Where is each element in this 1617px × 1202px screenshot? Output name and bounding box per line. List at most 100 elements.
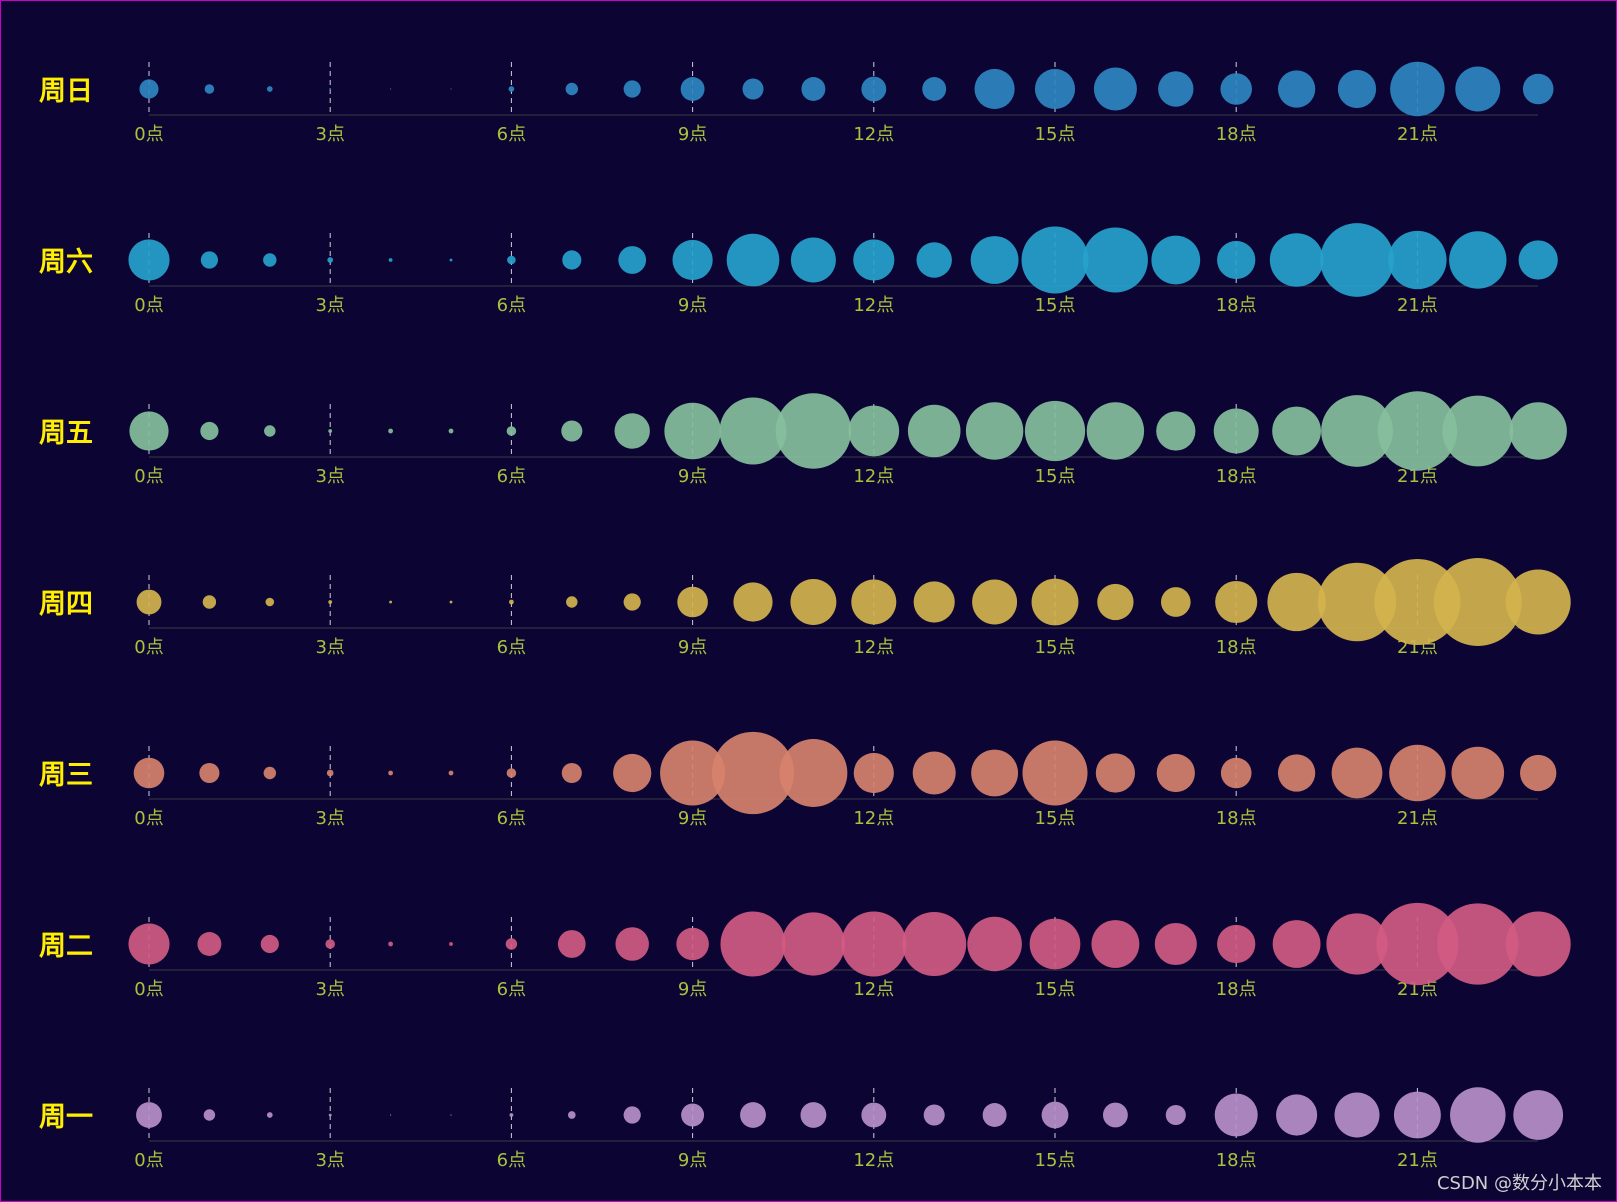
bubble[interactable]	[264, 425, 276, 437]
bubble[interactable]	[265, 597, 275, 607]
bubble[interactable]	[505, 938, 518, 950]
bubble[interactable]	[266, 1112, 273, 1118]
bubble[interactable]	[129, 411, 169, 451]
bubble[interactable]	[1220, 757, 1252, 789]
bubble[interactable]	[449, 600, 453, 604]
bubble[interactable]	[1321, 395, 1393, 467]
bubble[interactable]	[1374, 558, 1461, 646]
bubble[interactable]	[326, 769, 334, 777]
bubble[interactable]	[861, 76, 887, 102]
bubble[interactable]	[328, 1113, 332, 1117]
bubble[interactable]	[982, 1103, 1007, 1127]
bubble[interactable]	[1160, 587, 1191, 617]
bubble[interactable]	[1277, 754, 1316, 792]
bubble[interactable]	[853, 239, 895, 281]
bubble[interactable]	[972, 579, 1018, 625]
bubble[interactable]	[328, 600, 333, 604]
bubble[interactable]	[449, 942, 453, 946]
bubble[interactable]	[266, 86, 273, 92]
bubble[interactable]	[853, 752, 894, 794]
bubble[interactable]	[328, 429, 333, 433]
bubble[interactable]	[1091, 920, 1140, 968]
bubble[interactable]	[389, 600, 393, 604]
bubble[interactable]	[260, 934, 279, 954]
bubble[interactable]	[614, 413, 650, 449]
bubble[interactable]	[733, 582, 773, 622]
bubble[interactable]	[562, 250, 582, 270]
bubble[interactable]	[720, 911, 786, 977]
bubble[interactable]	[508, 86, 515, 92]
bubble[interactable]	[726, 233, 780, 287]
bubble[interactable]	[509, 599, 514, 605]
bubble[interactable]	[1215, 580, 1258, 624]
bubble[interactable]	[565, 82, 579, 96]
bubble[interactable]	[851, 579, 897, 625]
bubble[interactable]	[1317, 562, 1397, 642]
bubble[interactable]	[1451, 746, 1505, 800]
bubble[interactable]	[1522, 73, 1554, 105]
bubble[interactable]	[1326, 913, 1388, 975]
bubble[interactable]	[1214, 1093, 1258, 1137]
bubble[interactable]	[202, 595, 217, 609]
bubble[interactable]	[1267, 572, 1326, 632]
bubble[interactable]	[1390, 61, 1445, 117]
bubble[interactable]	[448, 770, 454, 776]
bubble[interactable]	[1156, 753, 1195, 793]
bubble[interactable]	[1029, 918, 1081, 970]
bubble[interactable]	[1021, 226, 1089, 294]
bubble[interactable]	[1158, 71, 1194, 107]
bubble[interactable]	[677, 586, 708, 618]
bubble[interactable]	[1450, 1087, 1506, 1143]
bubble[interactable]	[390, 1114, 392, 1116]
bubble[interactable]	[672, 239, 713, 281]
bubble[interactable]	[800, 1102, 827, 1128]
bubble[interactable]	[740, 1102, 766, 1128]
bubble[interactable]	[913, 581, 955, 623]
bubble[interactable]	[1393, 1091, 1441, 1139]
bubble[interactable]	[1086, 402, 1145, 460]
bubble[interactable]	[1276, 1094, 1318, 1136]
bubble[interactable]	[139, 79, 159, 99]
bubble[interactable]	[613, 753, 652, 793]
bubble[interactable]	[1518, 240, 1558, 280]
bubble[interactable]	[388, 941, 393, 947]
bubble[interactable]	[1024, 400, 1086, 462]
bubble[interactable]	[388, 428, 393, 434]
bubble[interactable]	[967, 916, 1022, 972]
bubble[interactable]	[197, 932, 222, 956]
bubble[interactable]	[1388, 230, 1447, 290]
bubble[interactable]	[907, 404, 961, 458]
bubble[interactable]	[1093, 67, 1137, 111]
bubble[interactable]	[561, 420, 583, 442]
bubble[interactable]	[965, 402, 1024, 460]
bubble[interactable]	[615, 927, 649, 961]
bubble[interactable]	[1331, 747, 1383, 799]
bubble[interactable]	[922, 77, 947, 101]
bubble[interactable]	[861, 1102, 887, 1128]
bubble[interactable]	[618, 246, 647, 274]
bubble[interactable]	[204, 84, 215, 94]
bubble[interactable]	[912, 751, 956, 795]
bubble[interactable]	[790, 579, 837, 625]
bubble[interactable]	[1337, 69, 1377, 109]
bubble[interactable]	[1437, 903, 1519, 985]
bubble[interactable]	[1455, 66, 1501, 112]
bubble[interactable]	[719, 397, 787, 465]
bubble[interactable]	[779, 739, 848, 807]
bubble[interactable]	[971, 749, 1019, 797]
bubble[interactable]	[1277, 70, 1316, 108]
bubble[interactable]	[970, 236, 1019, 284]
bubble[interactable]	[902, 911, 967, 977]
bubble[interactable]	[1151, 235, 1201, 285]
bubble[interactable]	[133, 757, 165, 789]
bubble[interactable]	[388, 770, 393, 776]
bubble[interactable]	[1213, 408, 1259, 454]
bubble[interactable]	[623, 80, 641, 98]
bubble[interactable]	[263, 253, 277, 267]
bubble[interactable]	[128, 239, 170, 281]
bubble[interactable]	[1220, 73, 1252, 105]
bubble[interactable]	[664, 402, 721, 460]
bubble[interactable]	[790, 237, 836, 283]
bubble[interactable]	[1022, 740, 1088, 806]
bubble[interactable]	[1034, 68, 1076, 110]
